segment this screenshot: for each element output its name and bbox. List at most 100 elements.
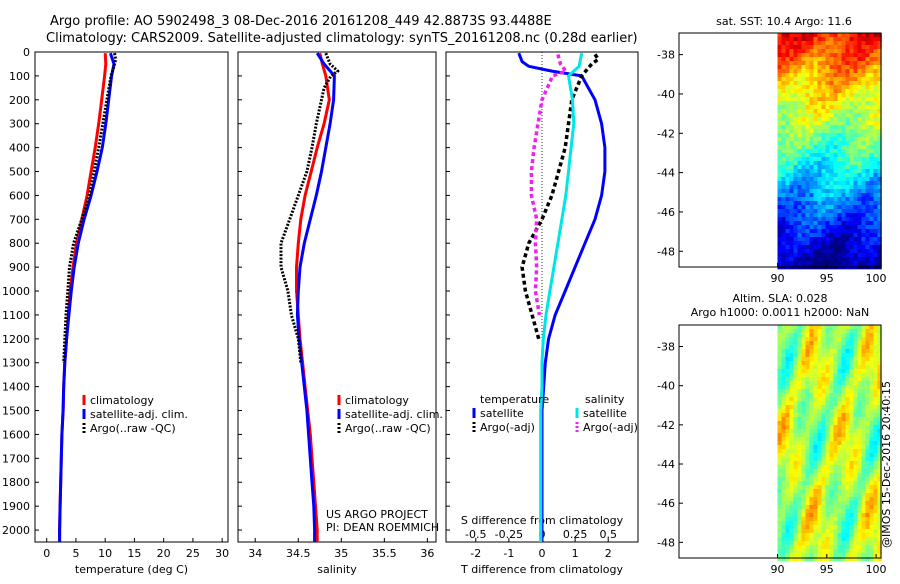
heatmap-cell (821, 341, 826, 346)
heatmap-cell (785, 501, 790, 506)
heatmap-cell (845, 69, 850, 74)
heatmap-cell (845, 129, 850, 134)
heatmap-cell (801, 533, 806, 538)
heatmap-cell (853, 537, 858, 542)
heatmap-cell (781, 57, 786, 62)
x-tick-label: 36 (420, 547, 434, 560)
heatmap-cell (853, 409, 858, 414)
heatmap-cell (845, 445, 850, 450)
heatmap-cell (857, 377, 862, 382)
heatmap-cell (833, 329, 838, 334)
heatmap-cell (829, 349, 834, 354)
heatmap-cell (781, 437, 786, 442)
heatmap-cell (841, 477, 846, 482)
heatmap-cell (861, 453, 866, 458)
heatmap-cell (825, 513, 830, 518)
heatmap-cell (801, 113, 806, 118)
heatmap-cell (829, 45, 834, 50)
heatmap-cell (817, 241, 822, 246)
heatmap-cell (793, 533, 798, 538)
heatmap-cell (813, 369, 818, 374)
heatmap-cell (785, 549, 790, 554)
heatmap-cell (789, 261, 794, 266)
heatmap-cell (857, 473, 862, 478)
heatmap-cell (781, 113, 786, 118)
heatmap-cell (857, 525, 862, 530)
heatmap-cell (817, 77, 822, 82)
heatmap-cell (801, 393, 806, 398)
heatmap-cell (857, 109, 862, 114)
heatmap-cell (837, 129, 842, 134)
heatmap-cell (777, 225, 782, 230)
heatmap-cell (793, 189, 798, 194)
heatmap-cell (829, 381, 834, 386)
heatmap-cell (805, 405, 810, 410)
heatmap-cell (877, 253, 882, 258)
heatmap-cell (825, 185, 830, 190)
heatmap-cell (809, 529, 814, 534)
heatmap-cell (861, 217, 866, 222)
heatmap-cell (833, 557, 838, 562)
heatmap-cell (849, 85, 854, 90)
heatmap-cell (785, 421, 790, 426)
heatmap-cell (777, 177, 782, 182)
heatmap-cell (781, 97, 786, 102)
heatmap-cell (817, 525, 822, 530)
heatmap-cell (873, 473, 878, 478)
heatmap-cell (789, 117, 794, 122)
heatmap-cell (869, 201, 874, 206)
heatmap-cell (809, 129, 814, 134)
heatmap-cell (793, 125, 798, 130)
heatmap-cell (789, 489, 794, 494)
heatmap-cell (789, 49, 794, 54)
heatmap-cell (841, 77, 846, 82)
heatmap-cell (805, 525, 810, 530)
heatmap-cell (873, 197, 878, 202)
heatmap-cell (777, 173, 782, 178)
heatmap-cell (845, 117, 850, 122)
heatmap-cell (873, 141, 878, 146)
heatmap-cell (869, 349, 874, 354)
heatmap-cell (817, 437, 822, 442)
heatmap-cell (793, 217, 798, 222)
heatmap-cell (869, 521, 874, 526)
heatmap-cell (861, 325, 866, 330)
heatmap-cell (829, 525, 834, 530)
heatmap-cell (837, 409, 842, 414)
heatmap-cell (789, 149, 794, 154)
heatmap-cell (809, 261, 814, 266)
heatmap-cell (857, 53, 862, 58)
heatmap-cell (817, 353, 822, 358)
heatmap-cell (845, 137, 850, 142)
y-tick-label: -46 (657, 497, 675, 510)
heatmap-cell (877, 513, 882, 518)
heatmap-cell (825, 257, 830, 262)
heatmap-cell (837, 181, 842, 186)
heatmap-cell (797, 205, 802, 210)
heatmap-cell (845, 453, 850, 458)
heatmap-cell (837, 413, 842, 418)
heatmap-cell (857, 165, 862, 170)
heatmap-cell (877, 133, 882, 138)
heatmap-cell (837, 177, 842, 182)
heatmap-cell (785, 145, 790, 150)
heatmap-cell (833, 125, 838, 130)
heatmap-cell (857, 353, 862, 358)
heatmap-cell (857, 345, 862, 350)
heatmap-cell (857, 241, 862, 246)
heatmap-cell (857, 453, 862, 458)
heatmap-cell (861, 421, 866, 426)
heatmap-cell (825, 389, 830, 394)
heatmap-cell (849, 477, 854, 482)
heatmap-cell (821, 549, 826, 554)
heatmap-cell (873, 221, 878, 226)
heatmap-cell (877, 209, 882, 214)
heatmap-cell (841, 437, 846, 442)
heatmap-cell (869, 501, 874, 506)
heatmap-cell (845, 381, 850, 386)
heatmap-cell (821, 37, 826, 42)
heatmap-cell (785, 97, 790, 102)
heatmap-cell (801, 169, 806, 174)
heatmap-cell (877, 517, 882, 522)
heatmap-cell (877, 493, 882, 498)
